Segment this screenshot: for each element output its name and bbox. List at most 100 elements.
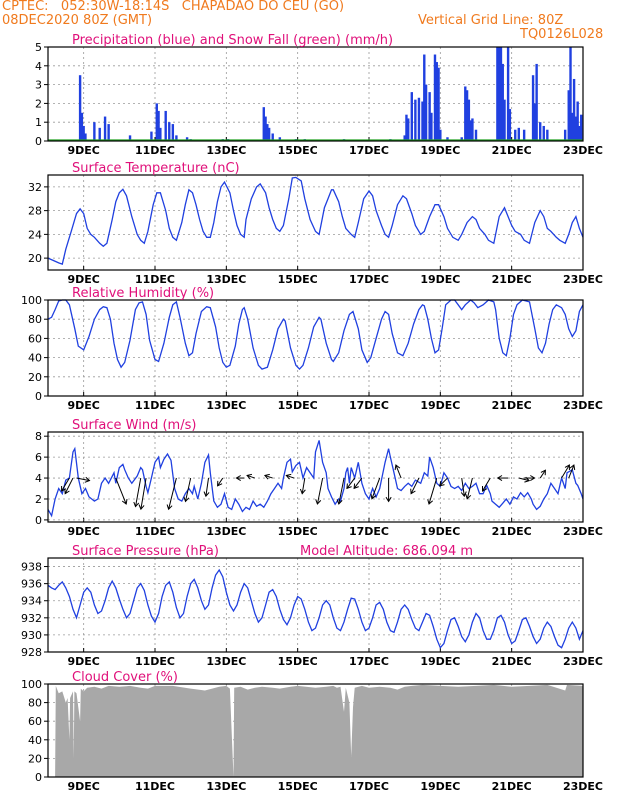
- y-tick-label: 28: [28, 205, 42, 218]
- wind-vector: [135, 477, 142, 507]
- x-tick-label: 15DEC: [278, 780, 318, 793]
- precip-bar: [171, 124, 175, 141]
- panel-3: [44, 431, 584, 523]
- y-tick-label: 4: [35, 472, 42, 485]
- wind-vector: [518, 477, 530, 482]
- precip-bar: [185, 137, 189, 141]
- precip-bar: [496, 47, 499, 141]
- x-tick-label: 13DEC: [206, 399, 246, 412]
- precip-bar: [266, 124, 269, 141]
- series-line: [47, 440, 584, 518]
- x-tick-label: 21DEC: [492, 780, 532, 793]
- wind-arrowhead: [370, 493, 377, 500]
- x-tick-label: 15DEC: [278, 144, 318, 157]
- precip-bar: [157, 110, 160, 141]
- precip-bar: [423, 54, 426, 141]
- precip-bar: [574, 116, 578, 141]
- x-tick-label: 23DEC: [563, 525, 603, 538]
- panel-title: Precipitation (blue) and Snow Fall (gree…: [72, 33, 393, 48]
- x-tick-label: 15DEC: [278, 399, 318, 412]
- panel-title: Relative Humidity (%): [72, 286, 214, 301]
- y-tick-label: 0: [35, 135, 42, 148]
- wind-arrowhead: [246, 473, 253, 480]
- wind-vector: [561, 464, 570, 479]
- x-tick-label: 21DEC: [492, 144, 532, 157]
- precip-bar: [421, 101, 424, 141]
- precip-bar: [82, 125, 85, 141]
- x-tick-label: 17DEC: [349, 780, 389, 793]
- precip-bar: [567, 90, 570, 141]
- header-code: TQ0126L028: [520, 27, 604, 42]
- wind-vector: [461, 477, 465, 497]
- x-tick-label: 21DEC: [492, 399, 532, 412]
- wind-vector: [76, 477, 90, 482]
- precip-bar: [501, 63, 504, 141]
- x-tick-label: 11DEC: [135, 399, 175, 412]
- x-tick-label: 23DEC: [563, 273, 603, 286]
- precip-bar: [150, 131, 153, 141]
- wind-arrowhead: [353, 483, 359, 490]
- header-date: 08DEC2020 80Z (GMT): [2, 13, 153, 28]
- precip-bar: [410, 92, 413, 141]
- panel-frame: [47, 299, 584, 397]
- y-tick-label: 8: [35, 430, 42, 443]
- wind-vector: [140, 477, 147, 510]
- panel-frame: [47, 174, 584, 271]
- x-tick-label: 11DEC: [135, 655, 175, 668]
- y-tick-label: 100: [21, 294, 42, 307]
- x-tick-label: 17DEC: [349, 399, 389, 412]
- x-tick-label: 11DEC: [135, 525, 175, 538]
- x-tick-label: 17DEC: [349, 144, 389, 157]
- wind-vector: [168, 477, 177, 510]
- precip-bar: [546, 129, 549, 141]
- precip-bar: [446, 137, 449, 141]
- x-tick-label: 9DEC: [67, 655, 99, 668]
- x-tick-label: 15DEC: [278, 655, 318, 668]
- x-tick-label: 9DEC: [67, 144, 99, 157]
- wind-vector: [466, 477, 473, 499]
- precip-bar: [539, 122, 542, 141]
- x-tick-label: 19DEC: [420, 655, 460, 668]
- panel-frame: [47, 46, 584, 142]
- precip-bar: [471, 118, 474, 141]
- precip-bar: [460, 137, 463, 141]
- wind-arrowhead: [410, 488, 416, 495]
- x-tick-label: 23DEC: [563, 144, 603, 157]
- x-tick-label: 15DEC: [278, 525, 318, 538]
- wind-arrowhead: [564, 464, 570, 470]
- precip-bar: [428, 92, 431, 141]
- panel-title: Surface Pressure (hPa): [72, 544, 219, 559]
- wind-arrowhead: [166, 504, 173, 511]
- series-line: [47, 176, 584, 265]
- wind-vector: [371, 477, 381, 500]
- wind-arrowhead: [346, 483, 352, 490]
- precip-bar: [271, 133, 274, 141]
- x-tick-label: 13DEC: [206, 525, 246, 538]
- precip-bar: [93, 122, 96, 141]
- panel-frame: [47, 557, 584, 653]
- precip-bar: [405, 114, 408, 141]
- panel-title: Cloud Cover (%): [72, 670, 178, 685]
- precip-bar: [467, 99, 471, 141]
- x-tick-label: 21DEC: [492, 525, 532, 538]
- y-tick-label: 0: [35, 771, 42, 784]
- precip-bar: [439, 129, 442, 141]
- precip-bar: [84, 133, 87, 141]
- x-tick-label: 17DEC: [349, 525, 389, 538]
- wind-vector: [205, 477, 209, 497]
- precip-bar: [569, 47, 572, 141]
- wind-vector: [428, 477, 438, 505]
- wind-arrowhead: [465, 493, 472, 500]
- x-tick-label: 13DEC: [206, 144, 246, 157]
- precip-bar: [514, 129, 517, 141]
- x-tick-label: 23DEC: [563, 655, 603, 668]
- precip-bar: [403, 135, 406, 141]
- y-tick-label: 0: [35, 514, 42, 527]
- panel-frame: [47, 683, 584, 778]
- precip-bar: [517, 127, 520, 141]
- panel-title: Surface Wind (m/s): [72, 418, 196, 433]
- x-tick-label: 11DEC: [135, 273, 175, 286]
- precip-bar: [414, 99, 417, 141]
- panel-frame: [47, 431, 584, 523]
